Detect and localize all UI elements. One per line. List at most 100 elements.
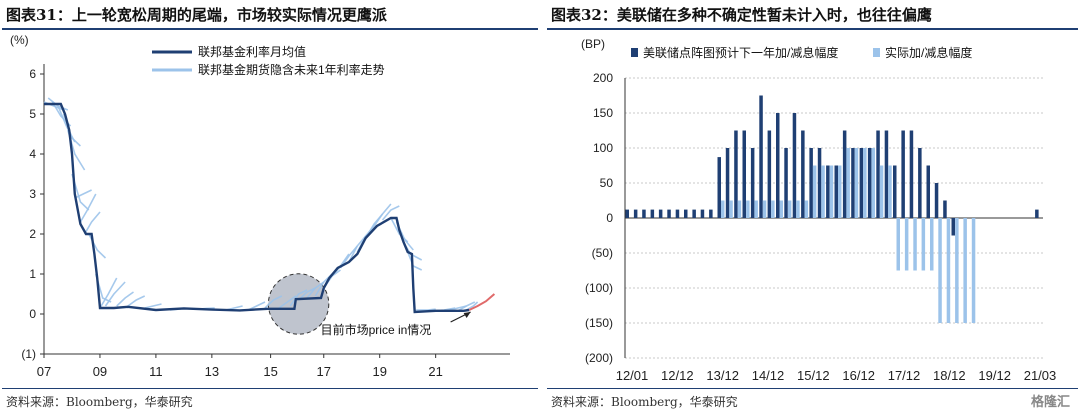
- actual-change-bar: [829, 165, 834, 218]
- x-tick-label: 19/12: [978, 368, 1011, 383]
- actual-change-bar: [871, 148, 875, 218]
- dot-plot-bar: [625, 209, 629, 218]
- dot-plot-bar: [759, 95, 763, 218]
- x-tick-label: 09: [93, 364, 107, 379]
- futures-implied-path-line: [406, 251, 423, 271]
- futures-implied-path-line: [289, 289, 308, 307]
- x-tick-label: 07: [37, 364, 51, 379]
- x-tick-label: 15/12: [797, 368, 830, 383]
- dot-plot-bar: [784, 148, 788, 218]
- right-bar-chart: (BP) 200 150 100 50 0 (50) (100) (150) (200)12/01…: [581, 37, 1057, 383]
- dot-plot-bar: [734, 130, 738, 218]
- dot-plot-bar: [842, 130, 847, 218]
- futures-implied-path-line: [264, 295, 283, 309]
- dot-plot-bar: [700, 209, 705, 218]
- actual-change-bar: [762, 200, 767, 218]
- y-tick-label: 6: [29, 67, 36, 81]
- y-tick-label: 5: [29, 107, 36, 121]
- legend-label-futures: 联邦基金期货隐含未来1年利率走势: [198, 62, 385, 77]
- actual-change-bar: [971, 218, 976, 323]
- actual-change-bar: [754, 200, 758, 218]
- x-tick-label: 16/12: [842, 368, 875, 383]
- actual-change-bar: [863, 148, 867, 218]
- x-tick-label: 17/12: [888, 368, 921, 383]
- y-axis-unit-label: (BP): [581, 37, 605, 51]
- dot-plot-bar: [684, 209, 688, 218]
- y-tick-label: (100): [585, 281, 613, 295]
- x-tick-label: 21/03: [1024, 368, 1057, 383]
- actual-change-bar: [737, 200, 742, 218]
- dot-plot-bar: [876, 130, 880, 218]
- dot-plot-bar: [633, 209, 638, 218]
- left-bottom-rule: [2, 388, 538, 389]
- futures-implied-path-line: [381, 205, 400, 221]
- actual-change-bar: [821, 165, 825, 218]
- actual-change-bar: [921, 218, 926, 271]
- left-panel: 图表31：上一轮宽松周期的尾端，市场较实际情况更鹰派 (%) 6 5 4 3 2 1 0 (1)…: [2, 6, 538, 409]
- dot-plot-bar: [642, 209, 646, 218]
- actual-change-bar: [913, 218, 917, 271]
- actual-change-bar: [879, 165, 884, 218]
- left-title-rule: [2, 28, 538, 30]
- dot-plot-bar: [750, 148, 755, 218]
- dot-plot-bar: [867, 148, 872, 218]
- dot-plot-bar: [884, 130, 889, 218]
- y-tick-label: 3: [29, 187, 36, 201]
- futures-implied-path-line: [457, 301, 476, 312]
- y-tick-label: 4: [29, 147, 36, 161]
- actual-change-bar: [896, 218, 900, 271]
- dot-plot-bar: [851, 148, 855, 218]
- left-source-note: 资料来源：Bloomberg，华泰研究: [6, 395, 193, 409]
- x-tick-label: 14/12: [752, 368, 785, 383]
- dot-plot-bar: [801, 130, 805, 218]
- y-tick-label: (50): [592, 246, 613, 260]
- y-tick-label: (1): [21, 347, 36, 361]
- x-tick-label: 19: [372, 364, 386, 379]
- right-panel: 图表32：美联储在多种不确定性暂未计入时，也往往偏鹰 (BP) 200 150 100…: [545, 0, 1080, 415]
- y-tick-label: 1: [29, 267, 36, 281]
- dot-plot-bar: [725, 148, 730, 218]
- dot-plot-bar: [792, 113, 797, 218]
- futures-implied-path-line: [104, 281, 126, 307]
- futures-implied-path-line: [144, 303, 162, 309]
- futures-implied-path-line: [306, 281, 325, 299]
- y-tick-label: (150): [585, 316, 613, 330]
- actual-change-bar: [854, 148, 859, 218]
- x-tick-label: 12/12: [661, 368, 694, 383]
- current-pricing-line: [468, 293, 496, 311]
- right-source-note: 资料来源：Bloomberg，华泰研究: [551, 395, 738, 409]
- y-tick-label: 200: [593, 71, 613, 85]
- right-bottom-rule: [547, 388, 1078, 389]
- actual-change-bar: [904, 218, 909, 271]
- dot-plot-bar: [826, 165, 830, 218]
- dot-plot-bar: [934, 183, 939, 218]
- x-tick-label: 11: [149, 364, 163, 379]
- dot-plot-bar: [767, 130, 772, 218]
- dot-plot-bar: [918, 148, 922, 218]
- actual-change-bar: [930, 218, 934, 271]
- dot-plot-bar: [909, 130, 914, 218]
- actual-change-bar: [938, 218, 942, 323]
- futures-implied-path-line: [116, 291, 134, 307]
- y-tick-label: 150: [593, 106, 613, 120]
- actual-change-bar: [779, 200, 783, 218]
- futures-implied-path-line: [373, 203, 392, 227]
- dot-plot-bar: [675, 209, 680, 218]
- dot-plot-bar: [943, 200, 947, 218]
- dot-plot-bar: [776, 113, 780, 218]
- actual-change-bar: [812, 165, 817, 218]
- legend-swatch-dot-plot: [631, 48, 638, 57]
- annotation-label: 目前市场price in情况: [321, 322, 432, 337]
- futures-implied-path-line: [466, 301, 479, 311]
- actual-change-bar: [804, 200, 809, 218]
- actual-change-bar: [838, 165, 842, 218]
- dot-plot-bar: [692, 209, 696, 218]
- y-tick-label: (200): [585, 351, 613, 365]
- actual-change-bar: [963, 218, 967, 323]
- y-tick-label: 100: [593, 141, 613, 155]
- actual-change-bar: [771, 200, 775, 218]
- x-tick-label: 18/12: [933, 368, 966, 383]
- dot-plot-bar: [951, 218, 955, 236]
- futures-implied-path-line: [99, 277, 118, 309]
